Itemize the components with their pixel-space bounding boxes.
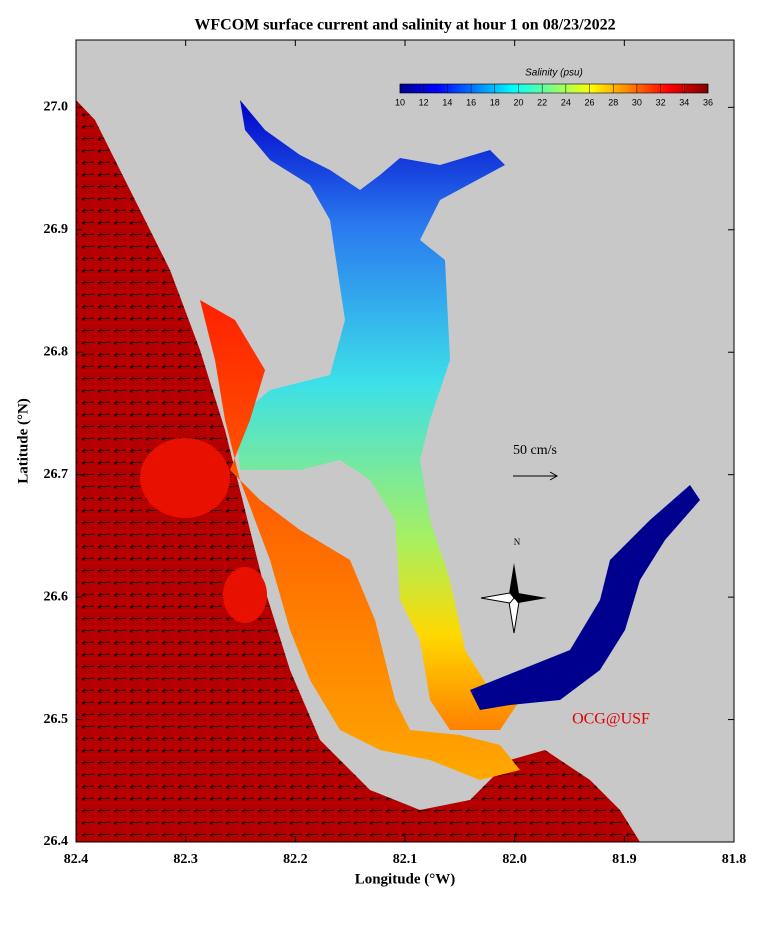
y-tick-label: 26.8 <box>44 344 69 359</box>
current-vectors <box>76 100 640 842</box>
colorbar-tick-label: 10 <box>395 97 405 107</box>
colorbar-tick-label: 18 <box>490 97 500 107</box>
colorbar-tick-label: 28 <box>608 97 618 107</box>
pine-island-sound <box>200 300 520 780</box>
colorbar-tick-label: 30 <box>632 97 642 107</box>
scale-label: 50 cm/s <box>513 443 557 458</box>
colorbar-tick-label: 12 <box>419 97 429 107</box>
colorbar-tick-label: 34 <box>679 97 689 107</box>
colorbar-label: Salinity (psu) <box>525 68 583 79</box>
y-tick-label: 26.6 <box>44 589 69 604</box>
y-label: Latitude (°N) <box>15 398 31 484</box>
x-tick-label: 81.9 <box>612 852 637 867</box>
x-label: Longitude (°W) <box>355 871 456 887</box>
colorbar-tick-label: 32 <box>656 97 666 107</box>
x-tick-label: 82.4 <box>64 852 89 867</box>
watermark: OCG@USF <box>572 711 650 728</box>
plume <box>140 438 230 518</box>
x-tick-label: 82.0 <box>502 852 527 867</box>
water <box>76 100 700 842</box>
scale-arrow <box>513 471 559 481</box>
compass <box>480 563 547 634</box>
colorbar-tick-label: 22 <box>537 97 547 107</box>
colorbar-tick-label: 16 <box>466 97 476 107</box>
colorbar-tick-label: 24 <box>561 97 571 107</box>
y-tick-label: 26.5 <box>44 712 69 727</box>
compass-label: N <box>514 537 521 547</box>
plume <box>223 567 267 623</box>
x-tick-label: 82.3 <box>173 852 198 867</box>
y-tick-label: 26.9 <box>44 222 69 237</box>
colorbar-tick-label: 20 <box>513 97 523 107</box>
y-tick-label: 27.0 <box>44 100 69 115</box>
colorbar-tick-label: 14 <box>442 97 452 107</box>
caloosahatchee-river <box>470 485 700 710</box>
y-tick-label: 26.7 <box>44 467 69 482</box>
colorbar-tick-label: 36 <box>703 97 713 107</box>
title: WFCOM surface current and salinity at ho… <box>194 17 615 34</box>
x-tick-label: 82.1 <box>393 852 418 867</box>
colorbar <box>399 83 709 94</box>
y-tick-label: 26.4 <box>44 834 69 849</box>
colorbar-tick-label: 26 <box>585 97 595 107</box>
x-tick-label: 82.2 <box>283 852 308 867</box>
x-tick-label: 81.8 <box>722 852 747 867</box>
charlotte-harbor <box>235 100 520 730</box>
